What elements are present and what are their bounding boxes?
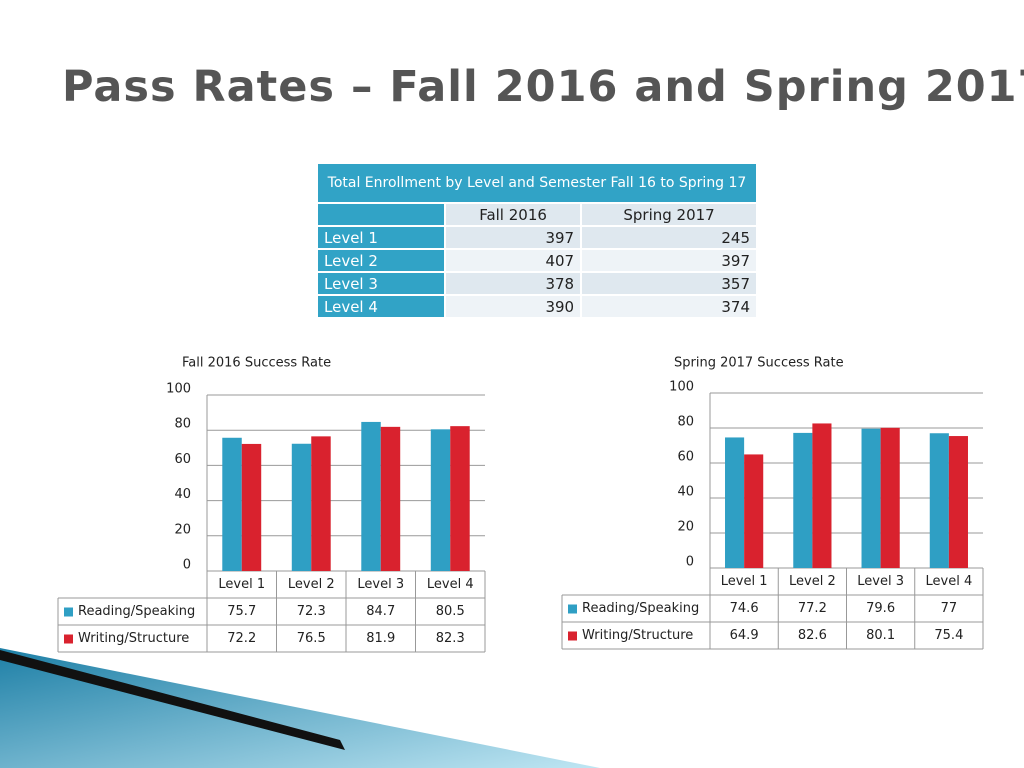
table-cell: Level 2 <box>318 250 444 271</box>
enrollment-table: Total Enrollment by Level and Semester F… <box>316 162 758 319</box>
legend-label: Writing/Structure <box>78 631 189 646</box>
data-table-value: 72.2 <box>227 631 256 646</box>
data-table-value: 75.4 <box>934 628 963 643</box>
data-table-value: 80.5 <box>436 604 465 619</box>
legend-label: Reading/Speaking <box>78 604 195 619</box>
bar <box>861 428 881 568</box>
decoration <box>0 648 600 768</box>
data-table-value: 77.2 <box>798 601 827 616</box>
bar <box>311 436 331 571</box>
bar <box>948 436 968 568</box>
table-cell: Level 4 <box>318 296 444 317</box>
bar <box>430 429 451 571</box>
bar <box>241 443 262 571</box>
x-tick-label: Level 2 <box>789 574 836 589</box>
x-tick-label: Level 1 <box>218 577 265 592</box>
legend-label: Writing/Structure <box>582 628 693 643</box>
table-cell: 374 <box>582 296 756 317</box>
data-table-value: 72.3 <box>297 604 326 619</box>
x-tick-label: Level 3 <box>357 577 404 592</box>
table-cell: 397 <box>582 250 756 271</box>
y-tick-label: 0 <box>686 555 694 570</box>
table-cell: Level 1 <box>318 227 444 248</box>
data-table-value: 80.1 <box>866 628 895 643</box>
bar <box>812 423 832 568</box>
x-tick-label: Level 2 <box>288 577 335 592</box>
x-tick-label: Level 4 <box>926 574 973 589</box>
chart-title: Fall 2016 Success Rate <box>182 356 331 371</box>
data-table-value: 81.9 <box>366 631 395 646</box>
y-tick-label: 100 <box>669 380 694 395</box>
bar <box>291 443 312 571</box>
y-tick-label: 0 <box>183 558 191 573</box>
bar <box>793 432 813 568</box>
y-tick-label: 60 <box>174 452 191 467</box>
data-table-value: 75.7 <box>227 604 256 619</box>
data-table-value: 77 <box>941 601 958 616</box>
data-table-value: 79.6 <box>866 601 895 616</box>
legend-swatch <box>64 634 73 644</box>
data-table-value: 82.6 <box>798 628 827 643</box>
legend-swatch <box>64 607 73 617</box>
table-cell: 407 <box>446 250 581 271</box>
bar <box>725 437 745 568</box>
y-tick-label: 20 <box>174 522 191 537</box>
legend-label: Reading/Speaking <box>582 601 699 616</box>
table-cell: Level 3 <box>318 273 444 294</box>
corner-cell <box>318 204 444 225</box>
x-tick-label: Level 1 <box>721 574 768 589</box>
column-header: Spring 2017 <box>582 204 756 225</box>
table-cell: 397 <box>446 227 581 248</box>
x-tick-label: Level 4 <box>427 577 474 592</box>
table-cell: 357 <box>582 273 756 294</box>
y-tick-label: 100 <box>166 382 191 397</box>
y-tick-label: 80 <box>174 417 191 432</box>
decoration <box>0 650 345 750</box>
y-tick-label: 40 <box>174 487 191 502</box>
bar <box>222 437 242 571</box>
data-table-value: 84.7 <box>366 604 395 619</box>
bar <box>380 426 401 571</box>
bar <box>880 427 900 568</box>
y-tick-label: 40 <box>677 485 694 500</box>
table-caption: Total Enrollment by Level and Semester F… <box>318 164 756 202</box>
bar <box>450 426 470 571</box>
table-cell: 390 <box>446 296 581 317</box>
data-table-value: 74.6 <box>730 601 759 616</box>
table-cell: 378 <box>446 273 581 294</box>
bar <box>744 454 764 568</box>
bar <box>361 421 381 571</box>
legend-swatch <box>568 631 577 641</box>
legend-swatch <box>568 604 577 614</box>
data-table-value: 64.9 <box>730 628 759 643</box>
y-tick-label: 20 <box>677 520 694 535</box>
y-tick-label: 80 <box>677 415 694 430</box>
table-cell: 245 <box>582 227 756 248</box>
column-header: Fall 2016 <box>446 204 581 225</box>
x-tick-label: Level 3 <box>857 574 904 589</box>
chart-title: Spring 2017 Success Rate <box>674 356 844 371</box>
data-table-value: 82.3 <box>436 631 465 646</box>
bar <box>929 433 949 568</box>
y-tick-label: 60 <box>677 450 694 465</box>
data-table-value: 76.5 <box>297 631 326 646</box>
slide-title: Pass Rates – Fall 2016 and Spring 2017 <box>62 62 1024 112</box>
